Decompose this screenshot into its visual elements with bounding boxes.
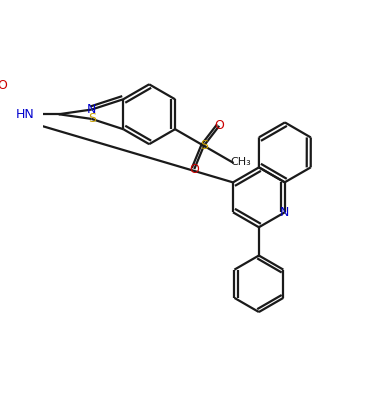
Text: S: S	[200, 139, 208, 152]
Text: CH₃: CH₃	[231, 158, 251, 168]
Text: O: O	[214, 119, 224, 133]
Text: N: N	[280, 206, 290, 219]
Text: S: S	[88, 112, 96, 125]
Text: HN: HN	[16, 108, 35, 121]
Text: O: O	[0, 80, 7, 92]
Text: O: O	[189, 162, 199, 176]
Text: N: N	[87, 103, 96, 116]
